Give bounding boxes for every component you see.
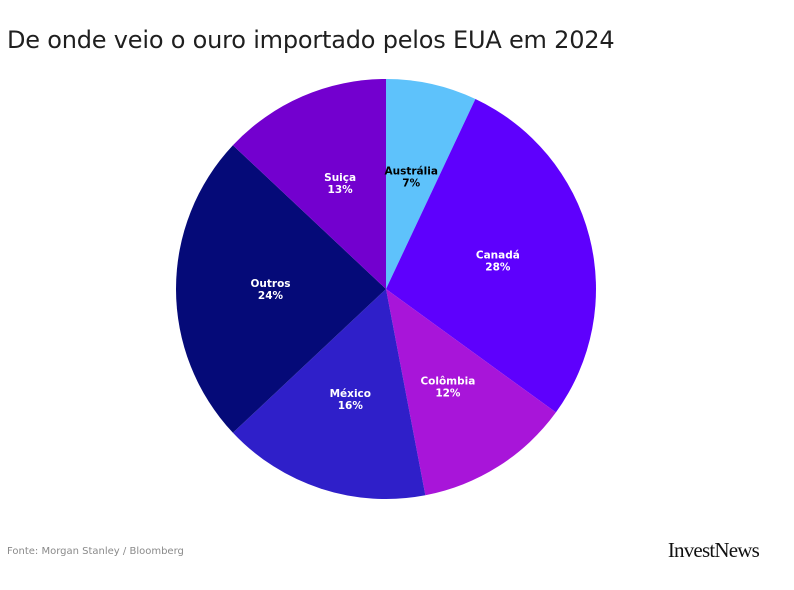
slice-value-4: 24% [258,290,284,302]
pie-slices [175,79,596,499]
pie-slice-5 [232,79,386,289]
pie-slice-0 [386,79,476,289]
investnews-logo: InvestNews [667,538,760,562]
pie-slice-1 [386,98,596,413]
slice-label-1: Canadá [476,249,520,261]
pie-slice-3 [232,289,426,499]
slice-value-2: 12% [435,388,461,400]
slice-value-3: 16% [338,400,364,412]
chart-title: De onde veio o ouro importado pelos EUA … [7,26,615,54]
slice-label-3: México [330,388,371,400]
pie-slice-4 [175,145,386,433]
slice-label-5: Suiça [324,172,356,184]
slice-value-5: 13% [328,184,354,196]
source-note: Fonte: Morgan Stanley / Bloomberg [7,546,184,557]
slice-value-1: 28% [485,261,511,273]
slice-label-4: Outros [250,278,290,290]
slice-label-0: Austrália [384,165,437,177]
pie-slice-2 [386,289,556,496]
slice-label-2: Colômbia [420,376,475,388]
slice-value-0: 7% [402,177,420,189]
